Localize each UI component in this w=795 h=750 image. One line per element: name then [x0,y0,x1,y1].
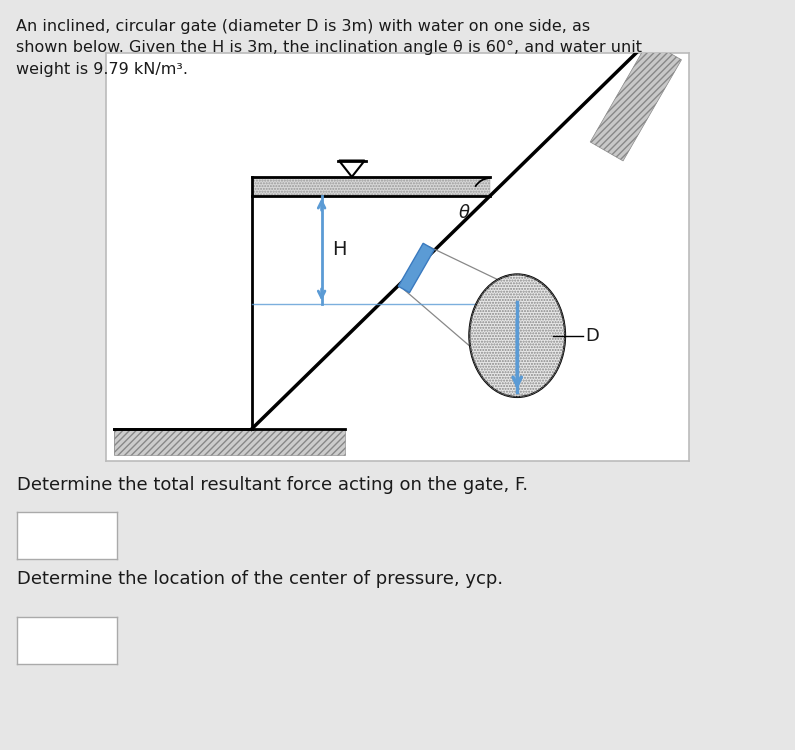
Ellipse shape [469,274,565,397]
Text: H: H [332,240,347,259]
Text: An inclined, circular gate (diameter D is 3m) with water on one side, as
shown b: An inclined, circular gate (diameter D i… [16,19,642,77]
Text: θ: θ [458,204,469,222]
Polygon shape [398,243,434,292]
Polygon shape [114,429,345,455]
Polygon shape [590,40,681,161]
Polygon shape [251,177,491,196]
Text: Determine the total resultant force acting on the gate, F.: Determine the total resultant force acti… [17,476,529,494]
Text: Determine the location of the center of pressure, ycp.: Determine the location of the center of … [17,570,503,588]
Text: D: D [586,327,599,345]
